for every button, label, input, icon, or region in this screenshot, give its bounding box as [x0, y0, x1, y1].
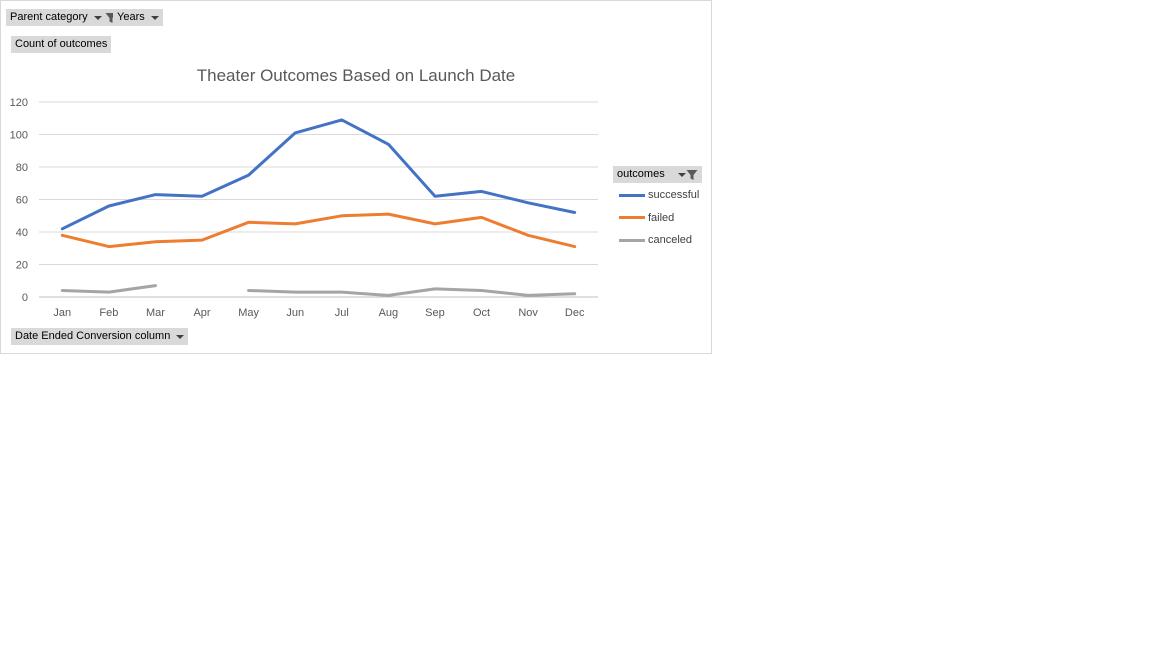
years-filter-button[interactable]: Years [113, 9, 163, 26]
legend-field-button[interactable]: outcomes [613, 166, 702, 183]
y-tick-label: 120 [10, 97, 28, 109]
axis-field-label: Date Ended Conversion column [15, 330, 171, 342]
dropdown-arrow-icon [150, 15, 159, 20]
line-chart: Theater Outcomes Based on Launch Date 0 2… [10, 66, 598, 319]
series-line-failed [60, 212, 577, 249]
legend-field-label: outcomes [617, 168, 665, 180]
values-field-button[interactable]: Count of outcomes [11, 36, 112, 53]
x-tick-label: Apr [193, 307, 210, 319]
x-tick-label: Jun [286, 307, 304, 319]
x-axis-ticks: Jan Feb Mar Apr May Jun Jul Aug Sep Oct Nov Dec [53, 307, 585, 319]
legend-label: canceled [648, 234, 693, 246]
y-tick-label: 80 [16, 162, 28, 174]
axis-field-button[interactable]: Date Ended Conversion column [11, 328, 189, 345]
legend-item-failed: failed [619, 211, 674, 225]
x-tick-label: Jul [335, 307, 349, 319]
y-tick-label: 60 [16, 195, 28, 207]
dropdown-arrow-icon [93, 15, 102, 20]
years-label: Years [117, 11, 145, 23]
legend-label: failed [648, 211, 675, 224]
x-tick-label: Mar [146, 307, 165, 319]
y-tick-label: 0 [22, 292, 28, 304]
legend-label: successful [648, 189, 700, 201]
x-tick-label: Aug [379, 307, 399, 319]
pivot-chart-frame[interactable]: Parent category Years Count of outcomes … [0, 0, 712, 354]
series-line-canceled [60, 284, 577, 297]
y-tick-label: 40 [16, 227, 28, 239]
y-tick-label: 20 [16, 260, 28, 272]
y-axis-ticks: 0 20 40 60 80 100 120 [10, 97, 28, 304]
series-lines [60, 118, 577, 297]
legend-item-successful: successful [619, 188, 699, 202]
series-line-successful [60, 118, 577, 231]
values-field-label: Count of outcomes [15, 38, 108, 50]
parent-category-filter-button[interactable]: Parent category [6, 9, 121, 26]
legend-swatch [619, 193, 645, 197]
dropdown-arrow-icon [678, 172, 686, 177]
parent-category-label: Parent category [10, 11, 88, 23]
y-tick-label: 100 [10, 130, 28, 142]
x-tick-label: Feb [99, 307, 118, 319]
x-tick-label: May [238, 307, 259, 319]
legend-swatch [619, 216, 645, 219]
x-tick-label: Sep [425, 307, 445, 319]
x-tick-label: Dec [565, 307, 585, 319]
chart-title: Theater Outcomes Based on Launch Date [197, 66, 515, 85]
filter-icon [686, 169, 698, 180]
dropdown-arrow-icon [176, 334, 185, 339]
legend-item-canceled: canceled [619, 233, 692, 247]
x-tick-label: Nov [518, 307, 538, 319]
legend-swatch [619, 238, 645, 242]
x-tick-label: Oct [473, 307, 490, 319]
x-tick-label: Jan [53, 307, 71, 319]
